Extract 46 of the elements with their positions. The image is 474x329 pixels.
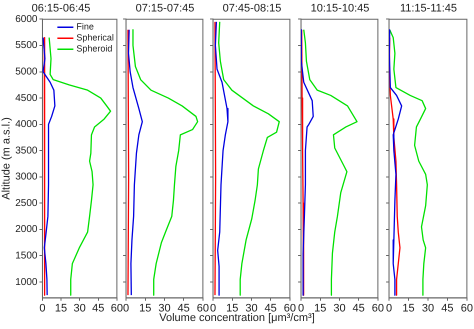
y-tick-label: 2000 [15,224,38,236]
x-tick-label: 60 [110,302,124,314]
x-tick-label: 60 [284,302,296,314]
y-tick-label: 4500 [15,92,38,104]
x-tick-label: 0 [386,302,392,314]
x-tick-label: 45 [264,302,277,314]
x-tick-label: 60 [372,302,384,314]
x-tick-label: 30 [158,302,171,314]
x-tick-label: 15 [226,302,238,314]
x-tick-label: 45 [352,302,365,314]
x-tick-label: 15 [54,302,68,314]
x-tick-label: 0 [210,302,216,314]
y-tick-label: 1500 [15,250,38,262]
chart-title: 07:45-08:15 [222,2,282,15]
x-tick-label: 45 [441,302,454,314]
y-tick-label: 3500 [15,145,38,156]
x-tick-label: 15 [314,302,326,314]
x-tick-label: 0 [39,302,46,314]
x-tick-label: 60 [196,302,210,314]
y-tick-label: 1000 [15,276,38,288]
legend-label: Fine [76,22,94,32]
x-tick-label: 60 [460,302,474,314]
chart-title: 06:15-06:45 [32,2,90,15]
chart-title: 10:15-10:45 [310,2,370,15]
x-tick-label: 30 [333,302,346,314]
x-tick-label: 0 [298,302,304,314]
x-tick-label: 15 [402,302,415,314]
y-tick-label: 5000 [15,66,38,78]
y-tick-label: 3000 [15,172,38,183]
legend-label: Spheroid [76,44,112,54]
y-tick-label: 5500 [15,40,38,52]
x-tick-label: 15 [139,302,152,314]
legend-label: Spherical [76,32,114,43]
x-tick-label: 30 [245,302,258,314]
x-axis-title: Volume concentration [μm³/cm³] [159,312,315,324]
chart-title: 11:15-11:45 [400,2,458,15]
x-tick-label: 45 [92,302,104,314]
y-tick-label: 6000 [15,14,38,25]
y-tick-label: 4000 [15,119,38,130]
x-tick-label: 45 [178,302,190,314]
y-axis-title: Altitude (m a.s.l.) [0,117,13,200]
x-tick-label: 30 [74,302,86,314]
x-tick-label: 0 [122,302,130,314]
y-tick-label: 2500 [15,198,38,209]
chart-title: 07:15-07:45 [136,2,194,15]
x-tick-label: 30 [422,302,434,314]
